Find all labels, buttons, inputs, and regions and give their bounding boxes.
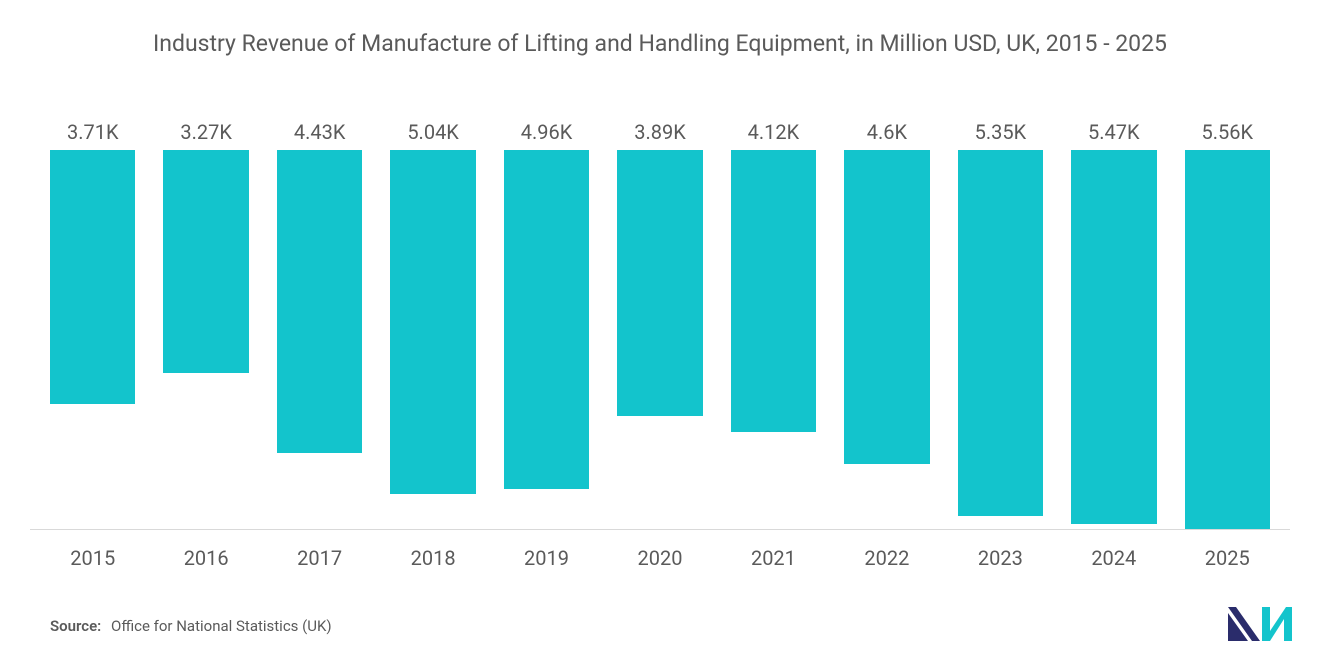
logo-left-path: [1228, 607, 1260, 641]
x-axis-label: 2015: [50, 546, 135, 570]
bar: [1185, 150, 1270, 530]
bar: [617, 150, 702, 416]
x-axis-label: 2018: [390, 546, 475, 570]
bar-group: 3.27K: [163, 120, 248, 530]
x-axis-label: 2017: [277, 546, 362, 570]
value-label: 5.47K: [1088, 120, 1140, 144]
brand-logo: [1228, 607, 1292, 641]
value-label: 3.27K: [180, 120, 232, 144]
value-label: 4.6K: [867, 120, 907, 144]
bar: [844, 150, 929, 464]
value-label: 4.43K: [294, 120, 346, 144]
baseline: [30, 529, 1290, 530]
chart-container: Industry Revenue of Manufacture of Lifti…: [0, 0, 1320, 665]
value-label: 3.89K: [634, 120, 686, 144]
plot-area: 3.71K 3.27K 4.43K 5.04K 4.96K 3.89K 4.12K 4.6K 5…: [30, 120, 1290, 530]
value-label: 5.56K: [1201, 120, 1253, 144]
x-axis-label: 2016: [163, 546, 248, 570]
value-label: 5.04K: [407, 120, 459, 144]
bar-group: 4.43K: [277, 120, 362, 530]
x-axis-label: 2024: [1071, 546, 1156, 570]
bar: [504, 150, 589, 489]
bar: [50, 150, 135, 404]
value-label: 4.96K: [521, 120, 573, 144]
bar-group: 5.35K: [958, 120, 1043, 530]
chart-title: Industry Revenue of Manufacture of Lifti…: [0, 0, 1320, 59]
x-axis-label: 2022: [844, 546, 929, 570]
bar-group: 3.89K: [617, 120, 702, 530]
bar: [958, 150, 1043, 516]
bar: [277, 150, 362, 453]
bar-group: 4.96K: [504, 120, 589, 530]
bar-group: 5.47K: [1071, 120, 1156, 530]
source-text: Office for National Statistics (UK): [111, 617, 332, 635]
bar: [731, 150, 816, 432]
x-axis-label: 2023: [958, 546, 1043, 570]
bar: [390, 150, 475, 494]
bar: [163, 150, 248, 373]
value-label: 4.12K: [748, 120, 800, 144]
bar-group: 5.04K: [390, 120, 475, 530]
bar-group: 4.6K: [844, 120, 929, 530]
x-axis-label: 2020: [617, 546, 702, 570]
value-label: 5.35K: [975, 120, 1027, 144]
bar: [1071, 150, 1156, 524]
x-axis-labels: 2015 2016 2017 2018 2019 2020 2021 2022 2023 2024…: [30, 546, 1290, 570]
value-label: 3.71K: [67, 120, 119, 144]
bar-group: 3.71K: [50, 120, 135, 530]
bar-group: 5.56K: [1185, 120, 1270, 530]
x-axis-label: 2019: [504, 546, 589, 570]
logo-right-path: [1262, 607, 1292, 641]
x-axis-label: 2021: [731, 546, 816, 570]
x-axis-label: 2025: [1185, 546, 1270, 570]
source-label: Source:: [50, 617, 101, 635]
bar-group: 4.12K: [731, 120, 816, 530]
source-footer: Source: Office for National Statistics (…: [50, 617, 332, 635]
